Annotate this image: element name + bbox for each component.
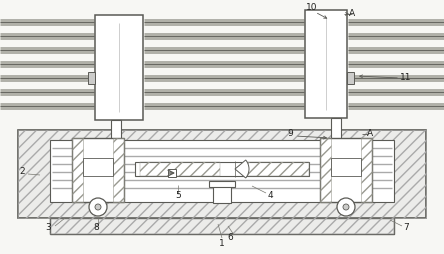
Text: 10: 10 — [306, 4, 318, 12]
Bar — [95, 15, 143, 120]
Text: 8: 8 — [93, 224, 99, 232]
Bar — [331, 158, 361, 176]
Text: A: A — [367, 130, 373, 138]
Text: 2: 2 — [19, 167, 25, 177]
Text: A: A — [349, 9, 355, 19]
Bar — [83, 158, 113, 176]
Text: 4: 4 — [267, 192, 273, 200]
Text: 9: 9 — [287, 130, 293, 138]
Bar — [213, 185, 231, 203]
Bar — [135, 162, 309, 176]
Circle shape — [343, 204, 349, 210]
Bar — [320, 138, 372, 202]
Bar — [50, 218, 394, 234]
Text: 7: 7 — [403, 224, 409, 232]
Text: 1: 1 — [219, 240, 225, 248]
Bar — [88, 72, 95, 84]
Bar — [18, 130, 426, 218]
Circle shape — [95, 204, 101, 210]
Bar — [50, 218, 394, 234]
Bar — [361, 138, 372, 202]
Circle shape — [337, 198, 355, 216]
Bar — [18, 130, 426, 218]
Bar — [305, 10, 347, 118]
Circle shape — [89, 198, 107, 216]
Text: 5: 5 — [175, 192, 181, 200]
Bar — [331, 118, 341, 140]
Bar — [347, 72, 354, 84]
Bar — [72, 138, 124, 202]
Bar — [168, 169, 176, 177]
Bar — [50, 140, 394, 202]
Bar — [140, 162, 220, 176]
Bar — [72, 138, 83, 202]
Text: 11: 11 — [400, 73, 412, 83]
Bar — [320, 138, 331, 202]
Text: 6: 6 — [227, 233, 233, 243]
Bar — [245, 162, 309, 176]
Text: 3: 3 — [45, 224, 51, 232]
Wedge shape — [235, 160, 249, 178]
Bar — [83, 158, 113, 176]
Bar — [113, 138, 124, 202]
Bar — [111, 120, 121, 140]
Bar — [209, 181, 235, 187]
Bar — [331, 158, 361, 176]
